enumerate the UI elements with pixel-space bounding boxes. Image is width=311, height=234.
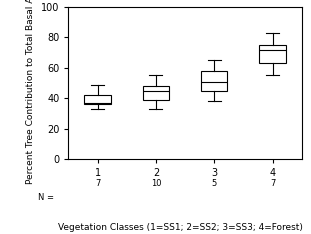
Text: N =: N = [38, 193, 54, 201]
Text: Vegetation Classes (1=SS1; 2=SS2; 3=SS3; 4=Forest): Vegetation Classes (1=SS1; 2=SS2; 3=SS3;… [58, 223, 303, 232]
Text: 10: 10 [151, 179, 161, 188]
Text: 5: 5 [211, 179, 217, 188]
PathPatch shape [143, 86, 169, 100]
PathPatch shape [259, 45, 285, 63]
Y-axis label: Percent Tree Contribution to Total Basal Area: Percent Tree Contribution to Total Basal… [26, 0, 35, 184]
PathPatch shape [85, 95, 111, 104]
PathPatch shape [201, 71, 227, 91]
Text: 7: 7 [270, 179, 275, 188]
Text: 7: 7 [95, 179, 100, 188]
